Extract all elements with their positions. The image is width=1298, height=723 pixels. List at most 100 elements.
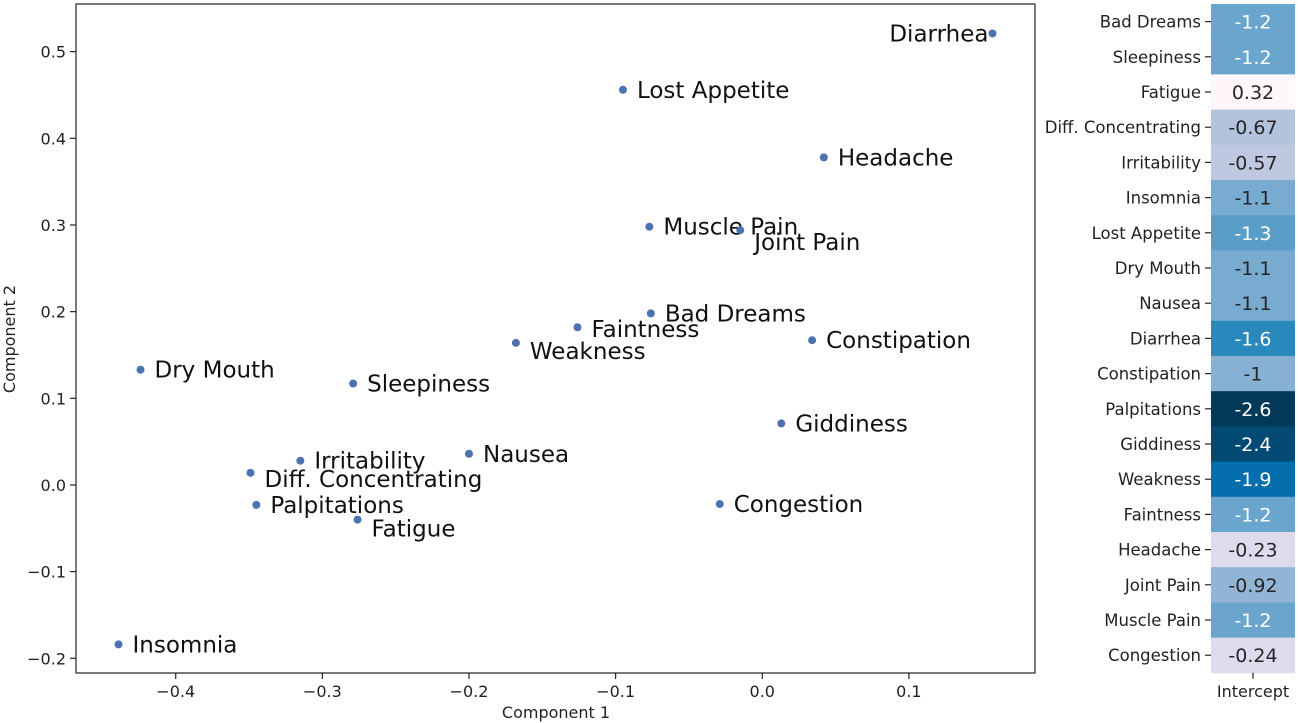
point-label: Bad Dreams	[665, 301, 806, 327]
heatmap-row-label: Diarrhea	[1130, 329, 1201, 348]
scatter-points: Diarrhea Lost Appetite Headache Muscle Pain…	[114, 21, 997, 658]
heatmap-row-label: Weakness	[1118, 470, 1201, 489]
scatter-point	[136, 365, 145, 374]
y-tick-label: 0.2	[41, 303, 66, 322]
point-label: Faintness	[591, 317, 699, 343]
x-tick-label: 0.1	[896, 682, 921, 701]
point-label: Irritability	[314, 449, 425, 475]
y-tick-label: 0.5	[41, 43, 66, 62]
heatmap-value: -1.2	[1234, 47, 1271, 69]
heatmap-value: -0.23	[1228, 540, 1277, 562]
heatmap-value: 0.32	[1232, 82, 1274, 104]
scatter-point	[645, 222, 654, 231]
x-tick-label: −0.4	[156, 682, 195, 701]
heatmap-cell	[1211, 180, 1295, 216]
heatmap-row-label: Dry Mouth	[1115, 259, 1201, 278]
scatter-point	[296, 456, 305, 465]
heatmap-value: -1	[1244, 364, 1263, 386]
heatmap-row-label: Constipation	[1097, 365, 1201, 384]
y-tick-label: −0.2	[27, 649, 66, 668]
heatmap-value: -0.57	[1228, 152, 1277, 174]
heatmap-row-label: Lost Appetite	[1092, 224, 1201, 243]
point-label: Diarrhea	[889, 21, 988, 47]
scatter-point	[464, 449, 473, 458]
heatmap-row-label: Insomnia	[1126, 189, 1201, 208]
scatter-point	[715, 500, 724, 509]
heatmap-cell	[1211, 320, 1295, 357]
heatmap-row-label: Headache	[1118, 541, 1201, 560]
heatmap-cell	[1211, 4, 1295, 40]
heatmap-row-label: Palpitations	[1105, 400, 1201, 419]
scatter-point	[808, 336, 817, 345]
scatter-point	[819, 153, 828, 162]
scatter-point	[511, 338, 520, 347]
x-tick-label: 0.0	[750, 682, 775, 701]
point-label: Constipation	[826, 328, 971, 354]
heatmap-row-label: Joint Pain	[1124, 576, 1201, 595]
point-label: Fatigue	[372, 517, 456, 543]
heatmap-value: -1.2	[1234, 12, 1271, 34]
heatmap-cell	[1211, 39, 1295, 75]
point-label: Dry Mouth	[155, 358, 275, 384]
heatmap-cell	[1211, 602, 1295, 638]
x-tick-label: −0.1	[596, 682, 635, 701]
point-label: Diff. Concentrating	[264, 467, 482, 493]
scatter-point	[573, 323, 582, 332]
point-label: Headache	[838, 145, 954, 171]
point-label: Weakness	[530, 339, 646, 365]
heatmap-value: -2.6	[1234, 399, 1271, 421]
heatmap-cells: -1.2 Bad Dreams -1.2 Sleepiness 0.32 Fatigue -…	[1045, 4, 1295, 679]
heatmap-cell	[1211, 567, 1295, 603]
scatter-point	[646, 309, 655, 318]
point-label: Lost Appetite	[637, 78, 789, 104]
heatmap-cell	[1211, 637, 1295, 674]
scatter-panel: −0.4 −0.3 −0.2 −0.1 0.0 0.1 −0.2 −0.1 0.0 0.1 0.2…	[0, 3, 1036, 722]
point-label: Insomnia	[133, 632, 238, 658]
x-tick-label: −0.2	[450, 682, 489, 701]
scatter-plot-area	[75, 3, 1036, 674]
scatter-point	[252, 500, 261, 509]
heatmap-value: -2.4	[1234, 434, 1271, 456]
heatmap-row-label: Faintness	[1124, 505, 1201, 524]
y-axis-label: Component 2	[0, 285, 19, 393]
scatter-point	[736, 226, 745, 235]
y-tick-label: 0.4	[41, 129, 66, 148]
heatmap-cell	[1211, 391, 1295, 427]
heatmap-cell	[1211, 109, 1295, 146]
x-axis-label: Component 1	[502, 703, 610, 722]
heatmap-value: -1.9	[1234, 469, 1271, 491]
heatmap-cell	[1211, 215, 1295, 251]
heatmap-value: -1.1	[1234, 293, 1271, 315]
heatmap-row-label: Diff. Concentrating	[1045, 118, 1201, 137]
heatmap-cell	[1211, 285, 1295, 322]
scatter-point	[114, 640, 123, 649]
x-axis-ticks: −0.4 −0.3 −0.2 −0.1 0.0 0.1	[156, 673, 922, 701]
point-label: Palpitations	[270, 493, 403, 519]
point-label: Nausea	[483, 442, 569, 468]
point-label: Muscle Pain	[663, 215, 798, 241]
heatmap-cell	[1211, 496, 1295, 533]
point-label: Giddiness	[795, 411, 908, 437]
y-tick-label: 0.3	[41, 216, 66, 235]
scatter-point	[988, 29, 997, 38]
heatmap-row-label: Congestion	[1108, 646, 1201, 665]
heatmap-row-label: Giddiness	[1120, 435, 1201, 454]
point-label: Joint Pain	[752, 230, 860, 256]
heatmap-cell	[1211, 532, 1295, 568]
heatmap-cell	[1211, 250, 1295, 286]
scatter-point	[353, 515, 362, 524]
heatmap-value: -1.1	[1234, 188, 1271, 210]
heatmap-value: -1.2	[1234, 504, 1271, 526]
heatmap-value: -0.92	[1228, 575, 1277, 597]
heatmap-cell	[1211, 426, 1295, 462]
heatmap-value: -1.1	[1234, 258, 1271, 280]
heatmap-row-label: Bad Dreams	[1100, 13, 1201, 32]
point-label: Sleepiness	[367, 372, 490, 398]
x-tick-label: −0.3	[303, 682, 342, 701]
scatter-point	[349, 379, 358, 388]
y-tick-label: 0.0	[41, 476, 66, 495]
heatmap-cell	[1211, 144, 1295, 181]
heatmap-row-label: Nausea	[1139, 294, 1201, 313]
heatmap-value: -0.24	[1228, 645, 1277, 667]
